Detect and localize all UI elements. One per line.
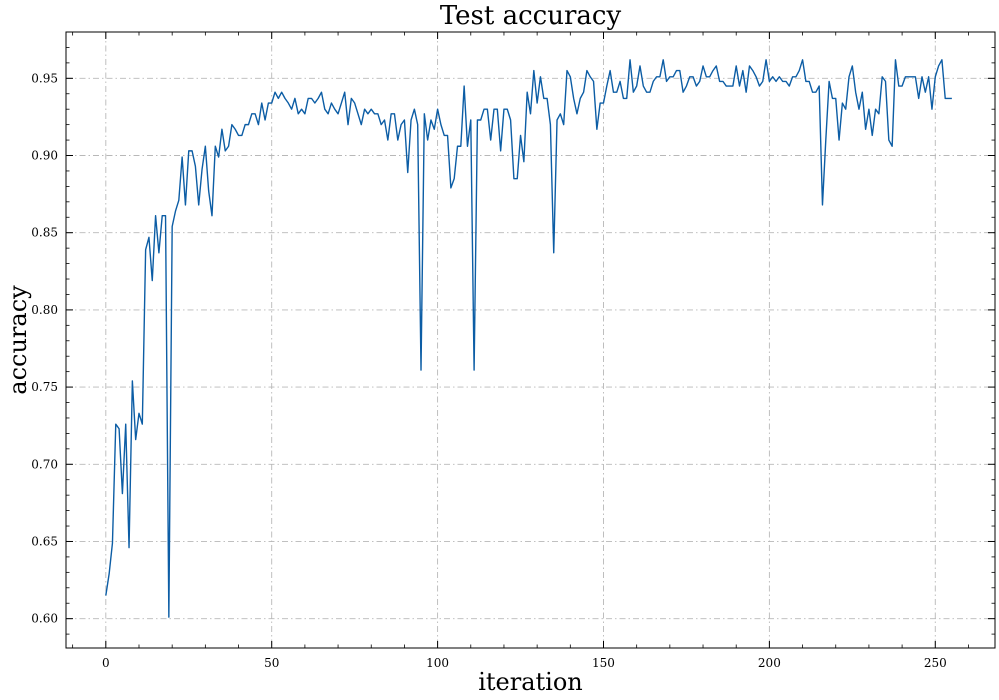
y-tick-label: 0.65 bbox=[31, 534, 58, 548]
x-tick-label: 50 bbox=[264, 656, 279, 670]
major-ticks bbox=[66, 32, 995, 648]
y-tick-label: 0.75 bbox=[31, 380, 58, 394]
y-tick-label: 0.85 bbox=[31, 226, 58, 240]
y-axis-title: accuracy bbox=[4, 285, 32, 395]
x-tick-label: 250 bbox=[924, 656, 947, 670]
y-tick-label: 0.80 bbox=[31, 303, 58, 317]
x-tick-label: 200 bbox=[758, 656, 781, 670]
y-tick-label: 0.70 bbox=[31, 457, 58, 471]
minor-ticks bbox=[66, 31, 995, 648]
y-tick-label: 0.95 bbox=[31, 71, 58, 85]
series-line bbox=[105, 59, 952, 618]
x-tick-label: 150 bbox=[592, 656, 615, 670]
y-tick-label: 0.90 bbox=[31, 149, 58, 163]
x-tick-label: 100 bbox=[426, 656, 449, 670]
y-tick-label: 0.60 bbox=[31, 612, 58, 626]
series-layer bbox=[105, 59, 952, 618]
grid bbox=[66, 32, 995, 648]
chart-title: Test accuracy bbox=[440, 1, 622, 31]
plot-frame bbox=[65, 31, 996, 649]
x-axis-title: iteration bbox=[478, 668, 583, 696]
tick-labels: 0 50 100 150 200 250 0.60 0.65 0.70 0.75 0.80 0.85 0… bbox=[31, 71, 946, 670]
x-tick-label: 0 bbox=[102, 656, 110, 670]
